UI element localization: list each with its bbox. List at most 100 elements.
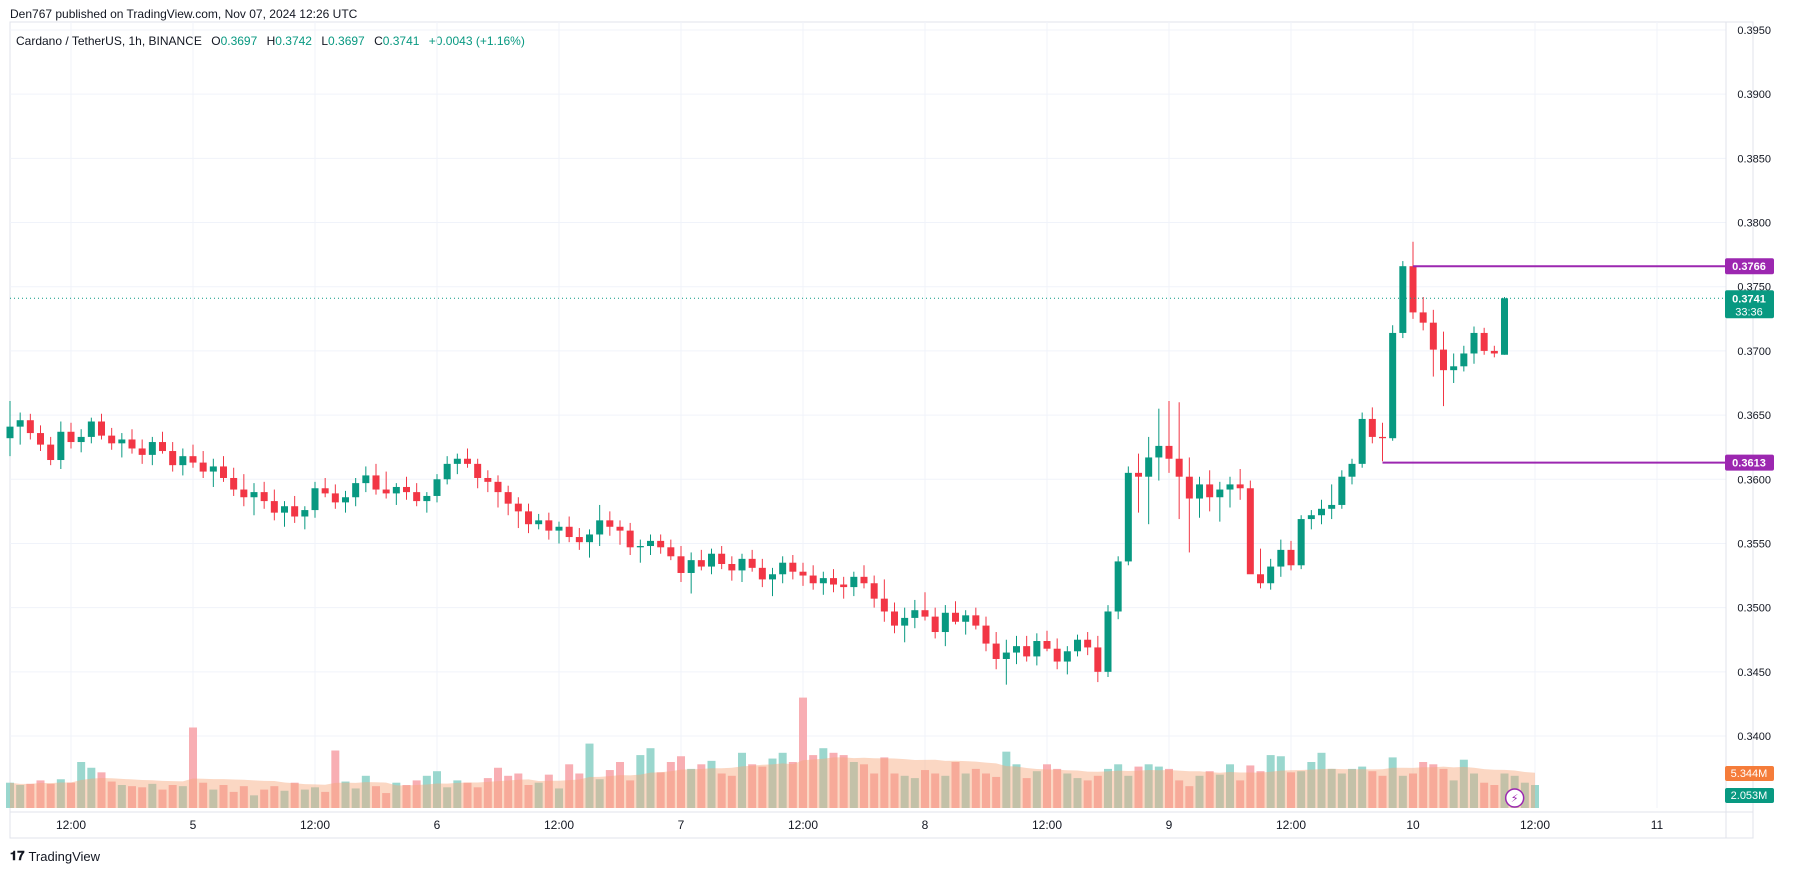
candle-body — [708, 553, 715, 567]
candle-body — [392, 486, 400, 494]
candle-body — [758, 567, 766, 580]
volume-bar — [1398, 775, 1407, 808]
volume-bar — [565, 764, 574, 808]
symbol-name[interactable]: Cardano / TetherUS, 1h, BINANCE — [16, 34, 202, 48]
candle-body — [1135, 472, 1142, 477]
volume-bar — [67, 782, 75, 808]
candle-body — [606, 520, 614, 527]
time-tick-label: 12:00 — [300, 818, 330, 832]
time-tick-label: 10 — [1406, 818, 1420, 832]
candle-body — [1490, 350, 1498, 354]
candle-body — [159, 442, 166, 452]
volume-bar — [372, 786, 380, 808]
volume-bar — [1093, 775, 1102, 808]
volume-bar — [1154, 766, 1163, 808]
volume-bar — [36, 780, 45, 808]
candle-body — [1450, 366, 1458, 371]
time-tick-label: 7 — [678, 818, 685, 832]
candle-body — [118, 439, 126, 444]
low-label: L — [321, 34, 329, 48]
candle-body — [240, 489, 248, 498]
candle-body — [697, 560, 705, 567]
candle-body — [321, 488, 329, 494]
volume-bar — [1287, 772, 1295, 808]
candle-body — [474, 463, 482, 478]
candle-body — [1480, 332, 1488, 351]
volume-bar — [1337, 773, 1346, 808]
volume-bar — [1480, 782, 1489, 808]
volume-bar — [860, 764, 868, 808]
lightning-icon[interactable] — [1504, 788, 1525, 808]
candle-body — [1318, 508, 1325, 516]
candle-body — [891, 611, 898, 626]
candle-body — [514, 503, 522, 512]
candle-body — [433, 479, 441, 496]
candle-body — [952, 612, 959, 622]
volume-bar — [1134, 766, 1143, 808]
candle-body — [1307, 515, 1315, 520]
candle-body — [596, 520, 604, 535]
change-value: +0.0043 (+1.16%) — [428, 34, 525, 48]
candle-body — [840, 584, 848, 588]
candle-body — [220, 466, 227, 478]
volume-bar — [1002, 751, 1011, 808]
volume-bar — [158, 789, 167, 808]
volume-bar — [402, 785, 411, 808]
candle-body — [342, 497, 349, 503]
candle-body — [352, 483, 360, 498]
candle-body — [728, 563, 736, 571]
volume-bar — [931, 773, 940, 808]
volume-bar — [880, 757, 889, 808]
volume-bar — [46, 783, 55, 808]
candle-body — [1175, 458, 1183, 477]
candle-body — [789, 562, 797, 572]
price-tick-label: 0.3950 — [1737, 25, 1771, 37]
volume-bar — [910, 778, 919, 808]
time-tick-label: 8 — [922, 818, 929, 832]
volume-bar — [56, 779, 65, 808]
volume-bar — [1317, 752, 1326, 808]
candle-body — [494, 481, 502, 493]
volume-bar — [544, 774, 553, 808]
volume-bar — [1327, 768, 1336, 808]
candle-body — [1501, 298, 1508, 355]
candle-body — [1246, 488, 1254, 575]
volume-bar — [473, 787, 482, 808]
volume-bar — [646, 748, 655, 808]
volume-bar — [748, 764, 757, 808]
volume-bar — [16, 785, 25, 808]
candle-body — [1216, 489, 1224, 498]
footer-brand[interactable]: 𝟏𝟕 TradingView — [10, 848, 100, 864]
volume-bar — [494, 767, 502, 808]
volume-bar — [555, 788, 563, 808]
candle-body — [1460, 353, 1468, 367]
candle-body — [1145, 457, 1153, 477]
volume-bar — [1236, 780, 1245, 808]
volume-bar — [921, 770, 929, 808]
volume-bar — [1470, 773, 1478, 808]
time-tick-label: 12:00 — [1032, 818, 1062, 832]
candle-body — [667, 547, 675, 557]
volume-bar — [128, 786, 136, 808]
volume-bar — [1175, 780, 1184, 808]
candle-body — [819, 578, 827, 584]
candle-body — [1419, 312, 1427, 323]
volume-bar — [585, 743, 594, 808]
candle-body — [911, 610, 919, 618]
volume-bar — [1205, 771, 1214, 808]
candle-body — [1063, 651, 1071, 662]
candle-body — [1104, 611, 1112, 672]
price-tick-label: 0.3600 — [1737, 474, 1771, 486]
volume-bar — [1073, 778, 1082, 808]
candle-body — [1379, 436, 1386, 439]
candle-body — [982, 625, 990, 644]
candle-body — [677, 556, 685, 573]
volume-bar — [1043, 764, 1051, 808]
candle-body — [1023, 646, 1031, 657]
volume-ma-area — [10, 757, 1535, 808]
candle-body — [1114, 561, 1122, 612]
candle-body — [1124, 472, 1132, 562]
volume-bar — [392, 782, 401, 808]
candle-body — [413, 492, 421, 502]
